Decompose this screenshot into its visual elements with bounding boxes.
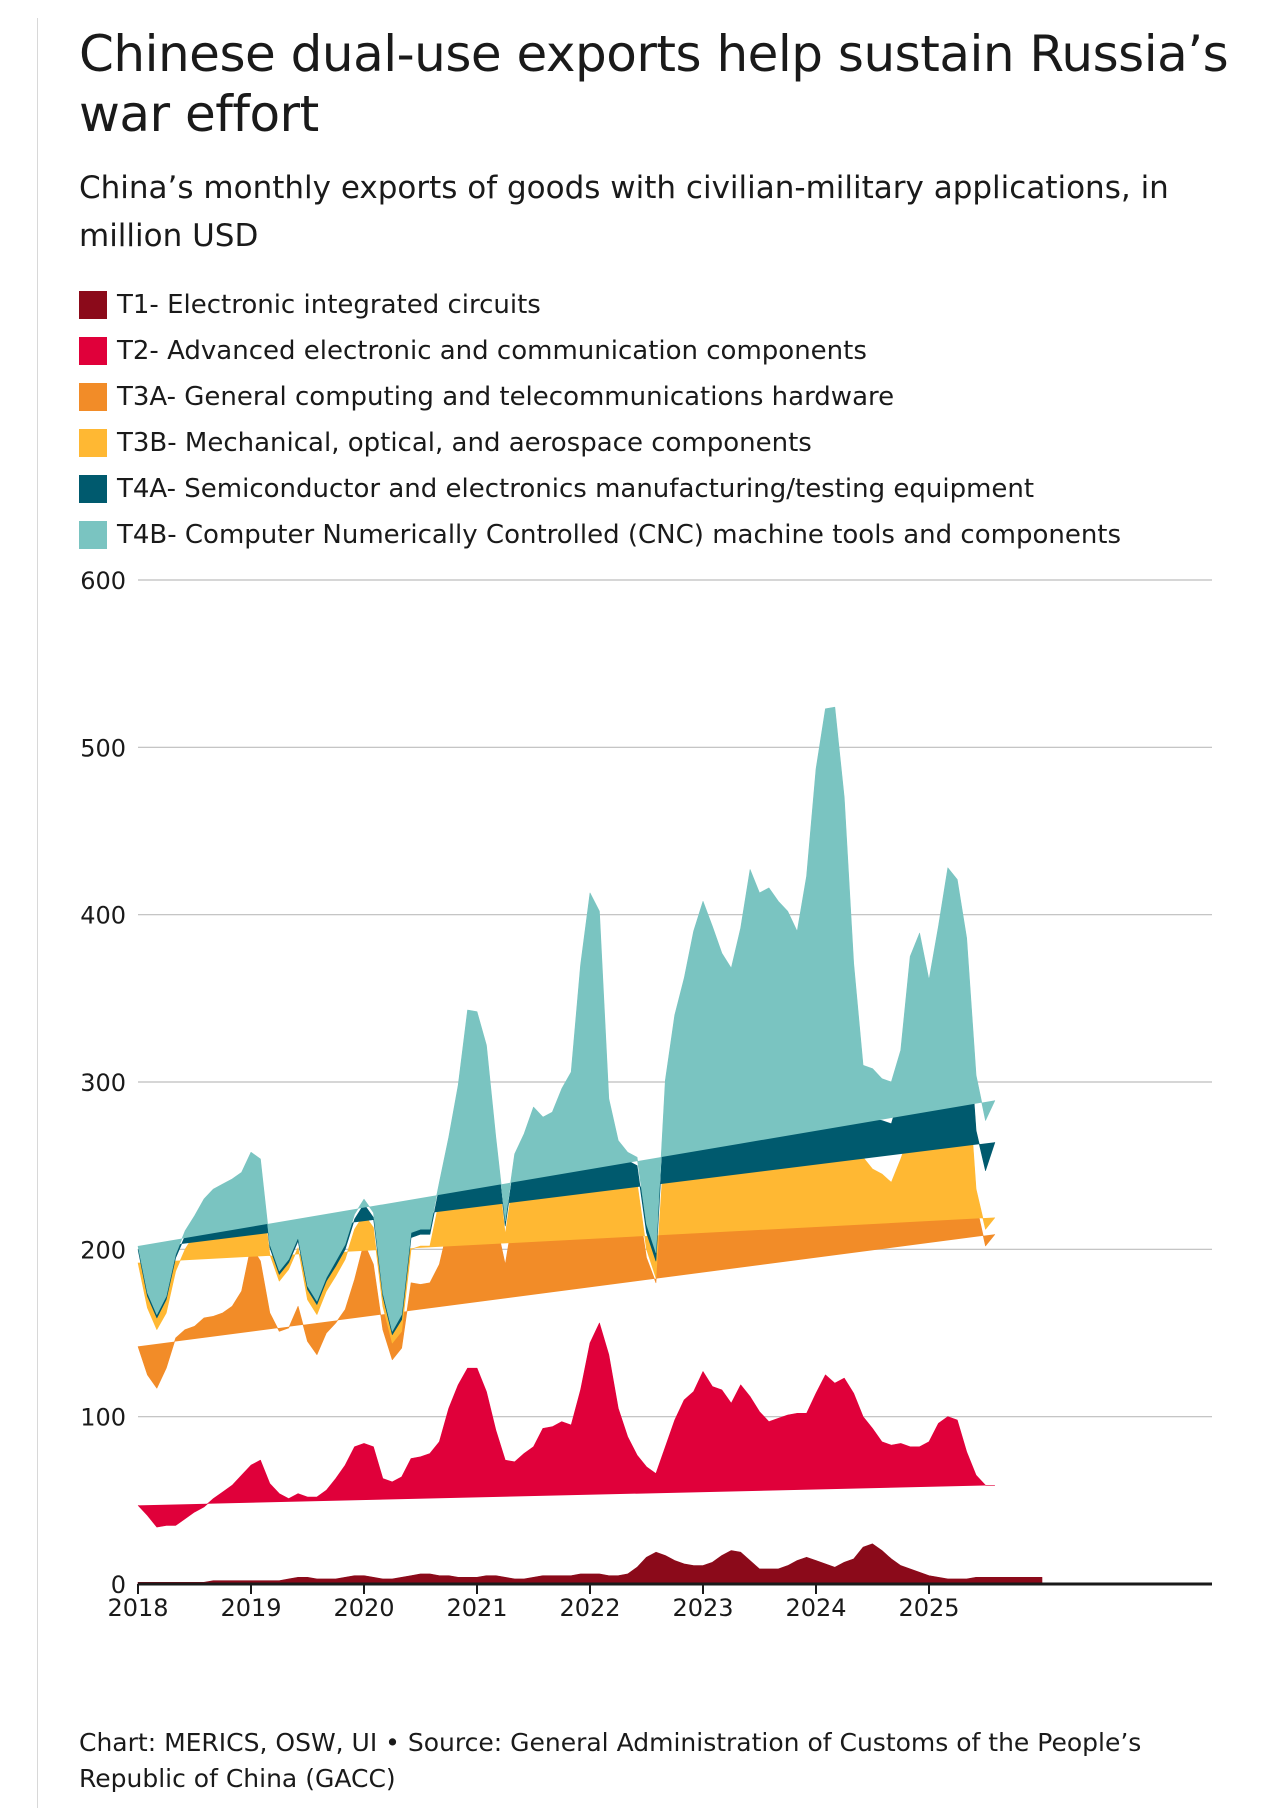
legend-item-t4a: T4A- Semiconductor and electronics manuf… [79, 466, 1121, 512]
stacked-area-chart: 0 100 200 300 400 500 600 2018 2019 2020 2021 2022… [80, 567, 1212, 1622]
x-tick-label-2022: 2022 [559, 1594, 620, 1622]
y-tick-label-100: 100 [80, 1404, 126, 1432]
chart-source-note: Chart: MERICS, OSW, UI • Source: General… [79, 1728, 1142, 1793]
y-tick-label-200: 200 [80, 1236, 126, 1264]
legend-label-t3a: T3A- General computing and telecommunica… [117, 382, 895, 412]
legend-swatch-t4a [79, 475, 107, 503]
x-tick-label-2019: 2019 [220, 1594, 281, 1622]
legend-label-t3b: T3B- Mechanical, optical, and aerospace … [117, 428, 812, 458]
area-series-1 [137, 1543, 1043, 1585]
x-tick-label-2024: 2024 [785, 1594, 846, 1622]
legend-swatch-t2 [79, 337, 107, 365]
legend-swatch-t3a [79, 383, 107, 411]
legend-swatch-t1 [79, 291, 107, 319]
legend-label-t2: T2- Advanced electronic and communicatio… [117, 336, 867, 366]
area-series-2 [137, 1322, 995, 1528]
x-tick-label-2020: 2020 [333, 1594, 394, 1622]
x-tick-label-2018: 2018 [107, 1594, 168, 1622]
area-series-6 [137, 706, 996, 1332]
chart-subtitle: China’s monthly exports of goods with ci… [79, 170, 1169, 254]
x-tick-label-2021: 2021 [446, 1594, 507, 1622]
left-rule [37, 18, 38, 1808]
y-tick-label-300: 300 [80, 1069, 126, 1097]
legend-item-t3a: T3A- General computing and telecommunica… [79, 374, 1121, 420]
legend-item-t4b: T4B- Computer Numerically Controlled (CN… [79, 512, 1121, 558]
legend-swatch-t3b [79, 429, 107, 457]
y-tick-label-0: 0 [111, 1571, 126, 1599]
legend-item-t1: T1- Electronic integrated circuits [79, 282, 1121, 328]
grid-lines [138, 579, 1212, 1418]
y-tick-label-600: 600 [80, 567, 126, 595]
x-tick-label-2023: 2023 [672, 1594, 733, 1622]
legend-label-t4b: T4B- Computer Numerically Controlled (CN… [117, 520, 1122, 550]
chart-title: Chinese dual-use exports help sustain Ru… [79, 25, 1229, 143]
y-axis: 0 100 200 300 400 500 600 [80, 567, 126, 1599]
legend-label-t4a: T4A- Semiconductor and electronics manuf… [117, 474, 1035, 504]
x-tick-label-2025: 2025 [898, 1594, 959, 1622]
x-axis: 2018 2019 2020 2021 2022 2023 2024 2025 [107, 1582, 1212, 1622]
y-tick-label-500: 500 [80, 734, 126, 762]
area-layers [137, 706, 1043, 1585]
y-tick-label-400: 400 [80, 902, 126, 930]
legend-swatch-t4b [79, 521, 107, 549]
legend-item-t3b: T3B- Mechanical, optical, and aerospace … [79, 420, 1121, 466]
legend-item-t2: T2- Advanced electronic and communicatio… [79, 328, 1121, 374]
legend: T1- Electronic integrated circuits T2- A… [79, 282, 1121, 558]
legend-label-t1: T1- Electronic integrated circuits [117, 290, 541, 320]
